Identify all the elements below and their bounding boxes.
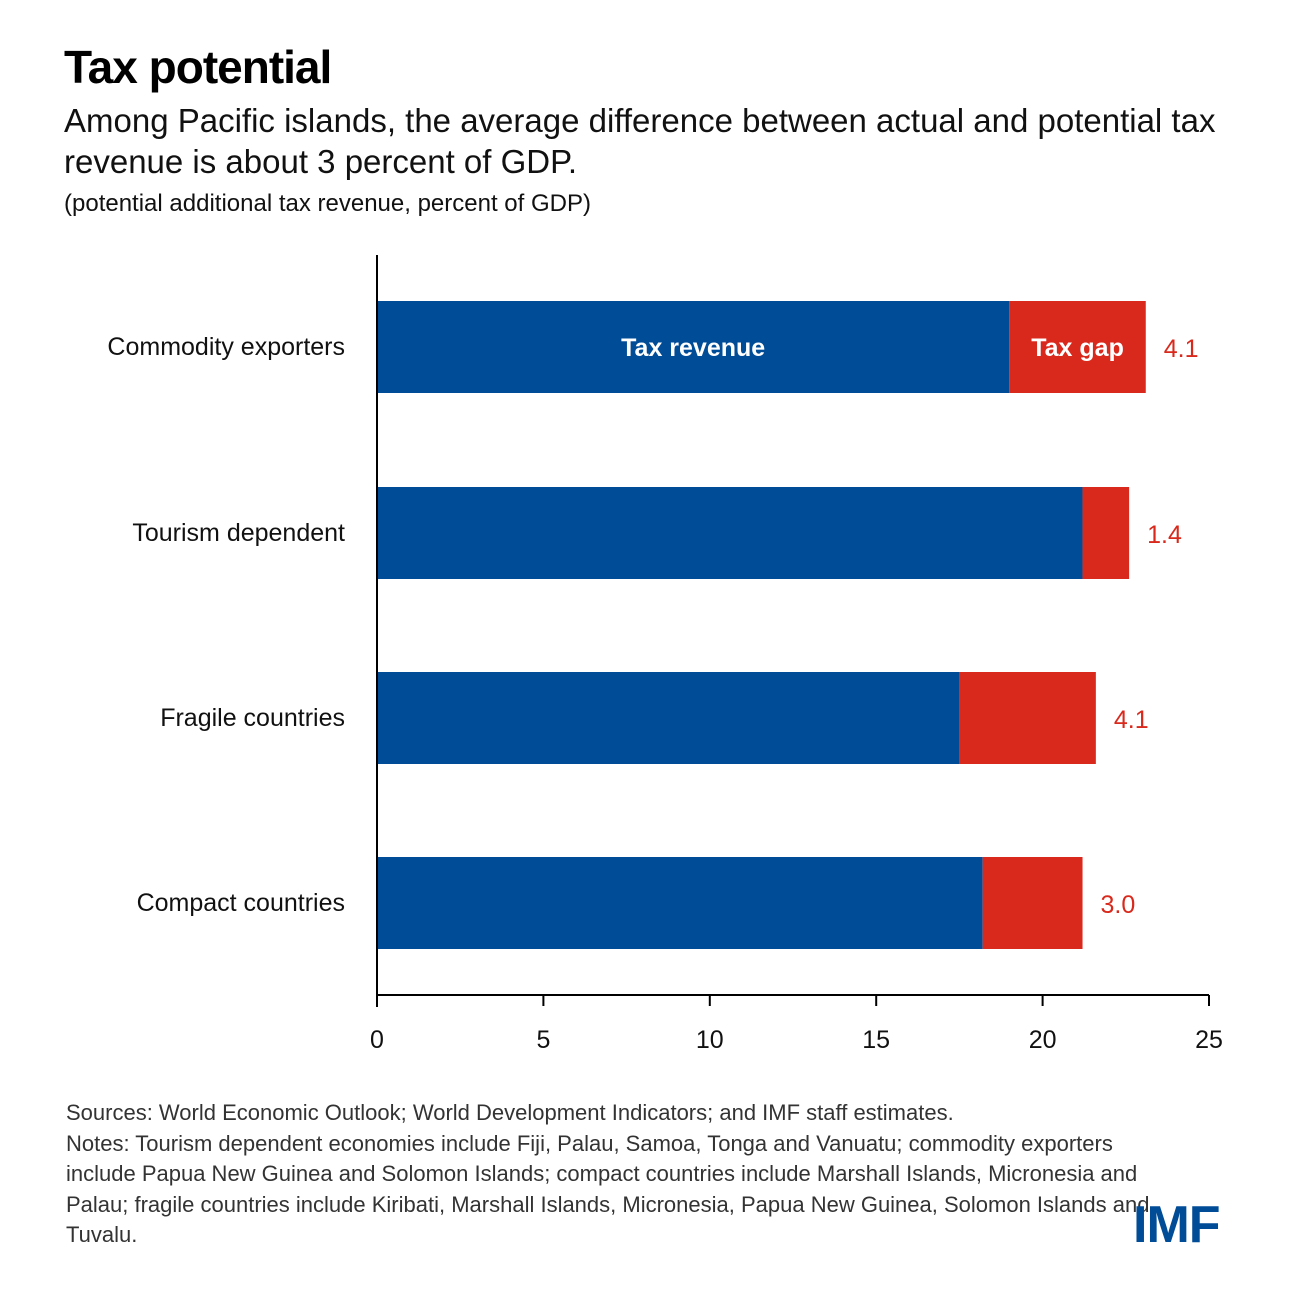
- axes-layer: 0 5 10 15 20 25: [370, 255, 1223, 1054]
- inline-legend-tax-gap: Tax gap: [1031, 334, 1124, 362]
- category-label: Tourism dependent: [132, 519, 345, 547]
- data-label: 1.4: [1147, 521, 1182, 549]
- x-tick-label: 20: [1029, 1026, 1057, 1054]
- imf-logo: IMF: [1133, 1196, 1221, 1254]
- category-label: Commodity exporters: [107, 333, 345, 361]
- data-label: 4.1: [1114, 706, 1149, 734]
- bar-tax-revenue: [377, 857, 983, 949]
- bar-tax-gap: [1082, 487, 1130, 579]
- labels-layer: Commodity exporters 4.1 Tax revenue Tax gap…: [107, 333, 1198, 919]
- bar-tax-revenue: [377, 672, 960, 764]
- bar-tax-revenue: [377, 487, 1083, 579]
- chart-subtitle: Among Pacific islands, the average diffe…: [64, 102, 1216, 180]
- bar-tax-revenue: [377, 301, 1010, 393]
- category-label: Fragile countries: [160, 704, 345, 732]
- bar-tax-gap: [982, 857, 1083, 949]
- x-tick-label: 10: [696, 1026, 724, 1054]
- x-tick-label: 15: [862, 1026, 890, 1054]
- bar-tax-gap: [959, 672, 1096, 764]
- x-tick-label: 25: [1195, 1026, 1223, 1054]
- bar-tax-gap: [1009, 301, 1146, 393]
- data-label: 3.0: [1101, 891, 1136, 919]
- data-label: 4.1: [1164, 335, 1199, 363]
- chart-title: Tax potential: [64, 41, 332, 93]
- x-tick-label: 5: [536, 1026, 550, 1054]
- footer-notes: Sources: World Economic Outlook; World D…: [66, 1098, 1186, 1251]
- bars-layer: [377, 301, 1146, 949]
- inline-legend-tax-revenue: Tax revenue: [621, 334, 765, 362]
- notes-text: Notes: Tourism dependent economies inclu…: [66, 1130, 1150, 1248]
- category-label: Compact countries: [137, 889, 345, 917]
- x-tick-label: 0: [370, 1026, 384, 1054]
- sources-text: Sources: World Economic Outlook; World D…: [66, 1100, 954, 1125]
- chart-units: (potential additional tax revenue, perce…: [64, 190, 591, 217]
